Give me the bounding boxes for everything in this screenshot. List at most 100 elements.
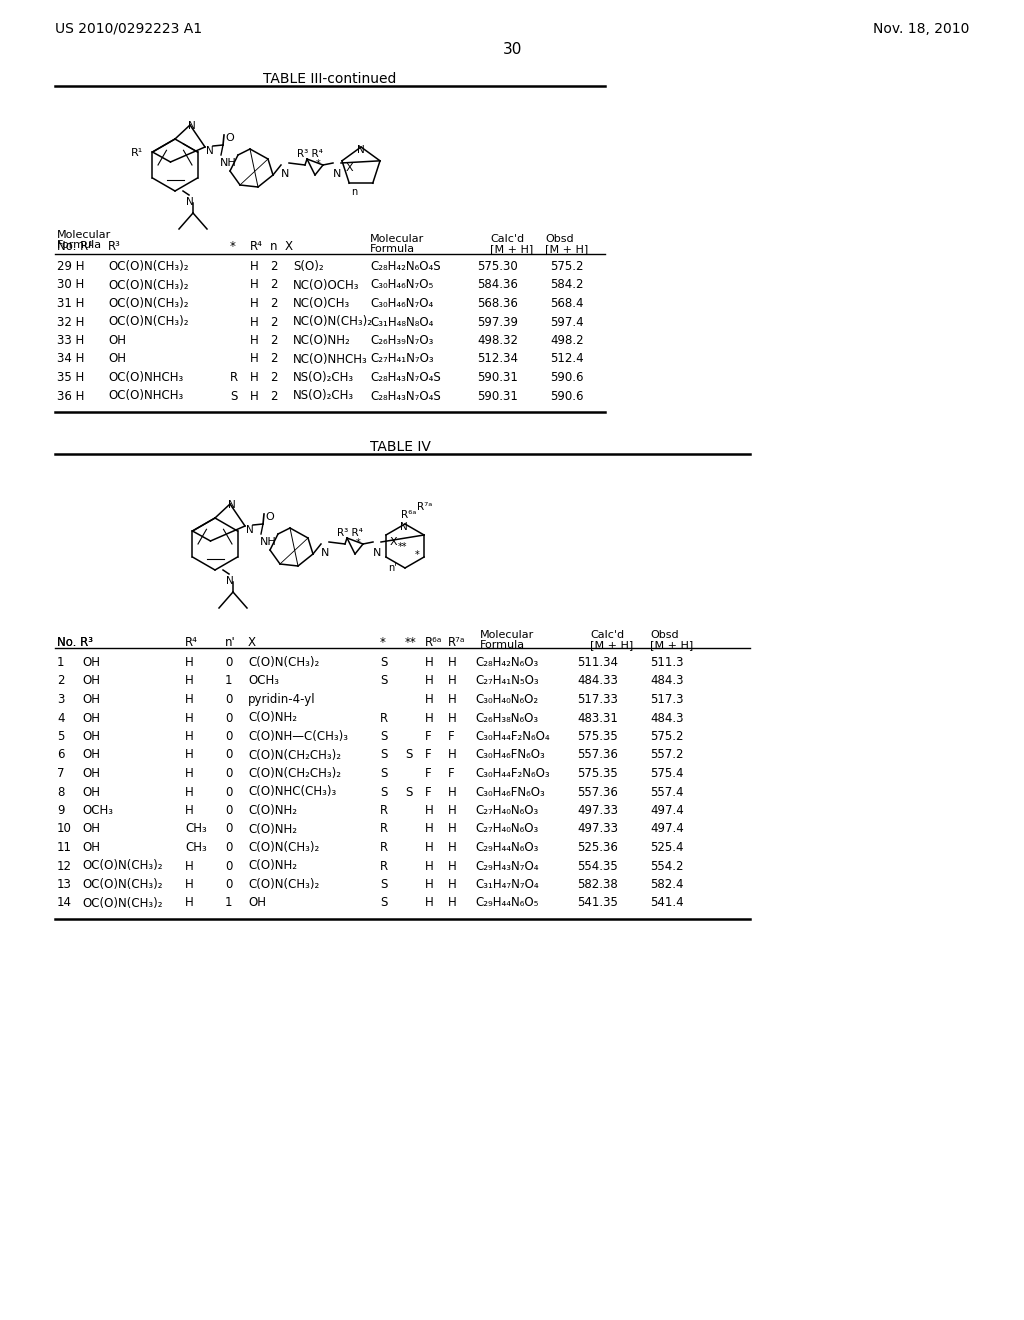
Text: OC(O)N(CH₃)₂: OC(O)N(CH₃)₂ [82,878,163,891]
Text: 5: 5 [57,730,65,743]
Text: 0: 0 [225,656,232,669]
Text: H: H [185,859,194,873]
Text: H: H [250,334,259,347]
Text: C₃₀H₄₆FN₆O₃: C₃₀H₄₆FN₆O₃ [475,748,545,762]
Text: 597.4: 597.4 [550,315,584,329]
Text: 9: 9 [57,804,65,817]
Text: X: X [346,162,353,173]
Text: 0: 0 [225,730,232,743]
Text: 0: 0 [225,804,232,817]
Text: H: H [185,785,194,799]
Text: OH: OH [82,730,100,743]
Text: n': n' [225,636,236,649]
Text: Formula: Formula [57,240,102,249]
Text: R: R [380,859,388,873]
Text: N: N [357,145,365,154]
Text: n  X: n X [270,240,293,253]
Text: 512.34: 512.34 [477,352,518,366]
Text: 557.36: 557.36 [578,785,618,799]
Text: [M + H]: [M + H] [490,244,534,253]
Text: C₂₈H₄₃N₇O₄S: C₂₈H₄₃N₇O₄S [370,389,440,403]
Text: 33 H: 33 H [57,334,84,347]
Text: 590.6: 590.6 [550,371,584,384]
Text: H: H [250,389,259,403]
Text: 483.31: 483.31 [578,711,618,725]
Text: H: H [185,693,194,706]
Text: X: X [248,636,256,649]
Text: 498.2: 498.2 [550,334,584,347]
Text: C(O)NH₂: C(O)NH₂ [248,711,297,725]
Text: H: H [425,804,434,817]
Text: OH: OH [82,841,100,854]
Text: H: H [250,315,259,329]
Text: R⁴: R⁴ [185,636,198,649]
Text: 498.32: 498.32 [477,334,518,347]
Text: 2: 2 [270,352,278,366]
Text: 0: 0 [225,822,232,836]
Text: NS(O)₂CH₃: NS(O)₂CH₃ [293,371,354,384]
Text: 541.35: 541.35 [578,896,618,909]
Text: 554.2: 554.2 [650,859,683,873]
Text: 8: 8 [57,785,65,799]
Text: S: S [380,785,387,799]
Text: OC(O)N(CH₃)₂: OC(O)N(CH₃)₂ [82,859,163,873]
Text: 3: 3 [57,693,65,706]
Text: 0: 0 [225,767,232,780]
Text: N: N [206,147,214,156]
Text: R⁶ᵃ: R⁶ᵃ [401,510,417,520]
Text: [M + H]: [M + H] [590,640,633,649]
Text: 11: 11 [57,841,72,854]
Text: 597.39: 597.39 [477,315,518,329]
Text: 2: 2 [270,297,278,310]
Text: H: H [425,675,434,688]
Text: 2: 2 [270,315,278,329]
Text: 12: 12 [57,859,72,873]
Text: H: H [185,675,194,688]
Text: 568.4: 568.4 [550,297,584,310]
Text: 590.31: 590.31 [477,389,518,403]
Text: H: H [449,675,457,688]
Text: 0: 0 [225,711,232,725]
Text: H: H [449,804,457,817]
Text: F: F [425,785,432,799]
Text: Obsd: Obsd [545,234,573,244]
Text: 575.35: 575.35 [578,767,618,780]
Text: C(O)N(CH₂CH₃)₂: C(O)N(CH₂CH₃)₂ [248,748,341,762]
Text: C₂₇H₄₀N₆O₃: C₂₇H₄₀N₆O₃ [475,822,539,836]
Text: *: * [230,240,236,253]
Text: 31 H: 31 H [57,297,84,310]
Text: C₃₀H₄₆N₇O₅: C₃₀H₄₆N₇O₅ [370,279,433,292]
Text: C₃₁H₄₈N₈O₄: C₃₁H₄₈N₈O₄ [370,315,433,329]
Text: 2: 2 [270,371,278,384]
Text: Molecular: Molecular [57,230,112,240]
Text: NH: NH [220,158,237,168]
Text: Calc'd: Calc'd [590,630,624,640]
Text: 2: 2 [270,334,278,347]
Text: 511.3: 511.3 [650,656,683,669]
Text: 517.33: 517.33 [578,693,618,706]
Text: H: H [425,878,434,891]
Text: OCH₃: OCH₃ [82,804,113,817]
Text: X: X [390,537,397,546]
Text: 511.34: 511.34 [577,656,618,669]
Text: OH: OH [108,352,126,366]
Text: C₃₀H₄₆FN₆O₃: C₃₀H₄₆FN₆O₃ [475,785,545,799]
Text: 1: 1 [57,656,65,669]
Text: OH: OH [82,693,100,706]
Text: 497.4: 497.4 [650,822,684,836]
Text: S(O)₂: S(O)₂ [293,260,324,273]
Text: TABLE IV: TABLE IV [370,440,430,454]
Text: NC(O)NH₂: NC(O)NH₂ [293,334,351,347]
Text: H: H [185,748,194,762]
Text: n': n' [388,564,396,573]
Text: Molecular: Molecular [480,630,535,640]
Text: 541.4: 541.4 [650,896,684,909]
Text: C(O)NH₂: C(O)NH₂ [248,822,297,836]
Text: H: H [185,656,194,669]
Text: H: H [250,260,259,273]
Text: H: H [449,822,457,836]
Text: S: S [380,878,387,891]
Text: H: H [425,859,434,873]
Text: F: F [425,730,432,743]
Text: R³ R⁴: R³ R⁴ [297,149,323,158]
